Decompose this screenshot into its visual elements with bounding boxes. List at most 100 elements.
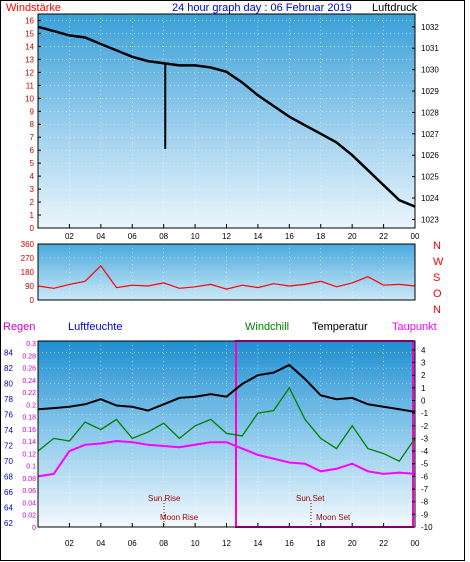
x-tick-label: 12 [222, 232, 231, 241]
y-left-tick-label: 3 [30, 185, 35, 194]
y-left-tick-label: 6 [30, 146, 35, 155]
pressure-line [37, 25, 416, 208]
climate-panel-series [37, 363, 416, 478]
wind-panel-grid [38, 14, 416, 229]
humidity-tick-label: 62 [4, 519, 13, 528]
temperature-legend: Temperatur [312, 321, 368, 333]
x-tick-label: 00 [411, 232, 420, 241]
y-right-tick-label: 1031 [421, 44, 439, 53]
humidity-tick-label: 80 [4, 380, 13, 389]
direction-letter: O [433, 288, 442, 300]
rain-tick-label: 0.24 [22, 378, 36, 385]
x-tick-label: 22 [379, 539, 388, 548]
x-tick-label: 04 [96, 539, 105, 548]
humidity-tick-label: 76 [4, 411, 13, 420]
y-left-tick-label: 14 [25, 42, 34, 51]
temp-tick-label: -3 [421, 434, 429, 443]
direction-line [37, 264, 416, 290]
rain-tick-label: 0.14 [22, 439, 36, 446]
y-left-tick-label: 10 [25, 94, 34, 103]
wind-panel-series [37, 25, 416, 208]
temp-tick-label: -2 [421, 422, 429, 431]
rain-tick-label: 0.1 [26, 464, 36, 471]
x-tick-label: 18 [316, 539, 325, 548]
temp-tick-label: -9 [421, 510, 429, 519]
temp-tick-label: -7 [421, 485, 429, 494]
y-tick-label: 270 [21, 254, 35, 263]
humidity-tick-label: 70 [4, 457, 13, 466]
direction-letter: S [433, 272, 440, 284]
x-tick-label: 10 [191, 539, 200, 548]
x-tick-label: 08 [159, 232, 168, 241]
wind-panel-ticks: 0123456789101112131415161023102410251026… [25, 16, 439, 241]
direction-letter: N [433, 304, 441, 316]
humidity-tick-label: 72 [4, 442, 13, 451]
y-tick-label: 0 [30, 296, 35, 305]
x-tick-label: 02 [65, 539, 74, 548]
temp-tick-label: 3 [421, 359, 426, 368]
humidity-tick-label: 68 [4, 473, 13, 482]
y-left-tick-label: 8 [30, 120, 35, 129]
humidity-tick-label: 78 [4, 395, 13, 404]
windchill-line [37, 386, 416, 463]
y-right-tick-label: 1023 [421, 215, 439, 224]
direction-panel-series [37, 264, 416, 290]
x-tick-label: 16 [285, 539, 294, 548]
temperature-line [37, 363, 416, 413]
y-left-tick-label: 7 [30, 133, 35, 142]
x-tick-label: 02 [65, 232, 74, 241]
rain-tick-label: 0.08 [22, 476, 36, 483]
y-right-tick-label: 1027 [421, 130, 439, 139]
y-left-tick-label: 15 [25, 29, 34, 38]
x-tick-label: 12 [222, 539, 231, 548]
temp-tick-label: 4 [421, 346, 426, 355]
humidity-tick-label: 84 [4, 349, 13, 358]
x-tick-label: 06 [128, 539, 137, 548]
y-left-tick-label: 16 [25, 16, 34, 25]
x-tick-label: 22 [379, 232, 388, 241]
rain-tick-label: 0.02 [22, 513, 36, 520]
y-right-tick-label: 1030 [421, 66, 439, 75]
humidity-tick-label: 66 [4, 488, 13, 497]
moon-set-label: Moon Set [316, 513, 351, 522]
moon-rise-label: Moon Rise [160, 513, 199, 522]
rain-tick-label: 0.06 [22, 488, 36, 495]
x-tick-label: 06 [128, 232, 137, 241]
y-left-tick-label: 13 [25, 55, 34, 64]
x-tick-label: 04 [96, 232, 105, 241]
right-axis-title: Luftdruck [372, 2, 418, 14]
y-left-tick-label: 9 [30, 107, 35, 116]
y-right-tick-label: 1024 [421, 194, 439, 203]
temp-tick-label: -6 [421, 472, 429, 481]
windchill-legend: Windchill [245, 321, 289, 333]
x-tick-label: 14 [253, 539, 262, 548]
x-tick-label: 18 [316, 232, 325, 241]
direction-panel-ticks: 0 90 180 270 360 [21, 240, 35, 305]
sun-set-label: Sun Set [296, 494, 325, 503]
temp-tick-label: -8 [421, 498, 429, 507]
left-axis-title: Windstärke [6, 2, 61, 14]
dewpoint-legend: Taupunkt [392, 321, 437, 333]
x-tick-label: 20 [348, 232, 357, 241]
y-right-tick-label: 1029 [421, 87, 439, 96]
y-right-tick-label: 1032 [421, 23, 439, 32]
y-left-tick-label: 5 [30, 159, 35, 168]
sun-rise-label: Sun Rise [148, 494, 181, 503]
rain-tick-label: 0 [32, 525, 36, 532]
x-tick-label: 14 [253, 232, 262, 241]
wind-panel-bg [38, 14, 415, 228]
y-right-tick-label: 1026 [421, 151, 439, 160]
rain-tick-label: 0.16 [22, 427, 36, 434]
x-tick-label: 16 [285, 232, 294, 241]
y-tick-label: 360 [21, 240, 35, 249]
y-tick-label: 90 [25, 282, 34, 291]
temp-tick-label: -1 [421, 409, 429, 418]
rain-tick-label: 0.22 [22, 390, 36, 397]
temp-tick-label: 1 [421, 384, 426, 393]
rain-axis-title: Regen [3, 321, 35, 333]
rain-tick-label: 0.04 [22, 500, 36, 507]
rain-tick-label: 0.3 [26, 341, 36, 348]
y-left-tick-label: 12 [25, 68, 34, 77]
climate-panel-ticks: 62 64 66 68 70 72 74 76 78 80 82 84 0 0.02 0.04 0.06 0.0… [4, 341, 433, 548]
